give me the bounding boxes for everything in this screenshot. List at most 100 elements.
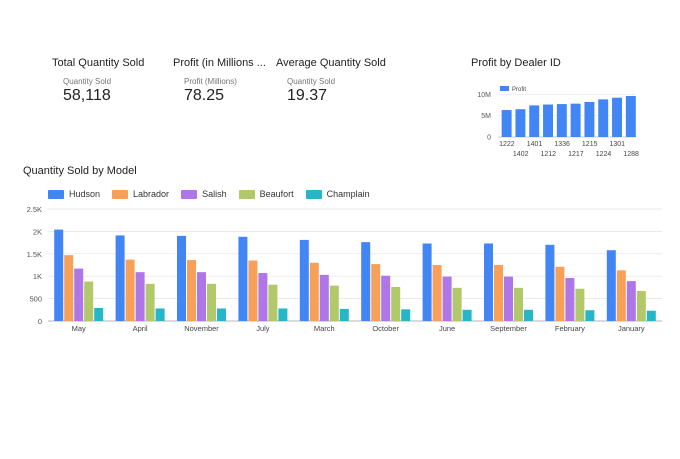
bar [299, 239, 309, 321]
x-tick-label: January [618, 324, 645, 333]
kpi-profit: Profit (in Millions ... Profit (Millions… [173, 57, 266, 105]
bar [555, 266, 565, 321]
kpi-subtitle: Quantity Sold [63, 77, 112, 86]
profit-x-tick-label: 1224 [596, 151, 612, 158]
bar [339, 308, 349, 321]
kpi-value: 78.25 [184, 87, 225, 104]
bar [238, 236, 248, 321]
legend-label: Salish [202, 189, 227, 199]
bar [401, 309, 411, 321]
bar [391, 286, 401, 321]
x-tick-label: September [490, 324, 527, 333]
bar [636, 290, 646, 321]
profit-legend-swatch [500, 86, 509, 91]
bar [575, 288, 585, 321]
bar [135, 272, 145, 321]
legend-item: Salish [181, 189, 227, 199]
x-tick-label: April [133, 324, 148, 333]
profit-bar [556, 104, 567, 137]
quantity-chart-title: Quantity Sold by Model [23, 165, 137, 177]
bar [278, 308, 288, 321]
bar [381, 275, 391, 321]
profit-y-tick-label: 10M [477, 92, 491, 99]
legend-label: Hudson [69, 189, 101, 199]
x-tick-label: November [184, 324, 219, 333]
x-tick-label: May [72, 324, 86, 333]
bar [94, 308, 104, 321]
bar [514, 287, 523, 321]
y-tick-label: 2K [33, 227, 42, 236]
profit-bar [570, 103, 581, 137]
profit-bar [612, 97, 622, 137]
legend-label: Labrador [133, 189, 170, 199]
bar [494, 265, 503, 321]
legend-item: Beaufort [238, 189, 294, 199]
bar [422, 243, 432, 321]
profit-bar [584, 101, 595, 137]
profit-bar [543, 104, 553, 137]
bar [197, 272, 206, 321]
y-tick-label: 0 [38, 317, 42, 326]
bar [248, 260, 258, 321]
bar [207, 283, 216, 321]
profit-bar [529, 105, 540, 137]
profit-x-tick-label: 1215 [582, 141, 598, 148]
bar [268, 284, 278, 321]
kpi-value: 58,118 [63, 87, 111, 104]
x-tick-label: February [555, 324, 585, 333]
profit-bar [501, 110, 512, 137]
bar [125, 259, 135, 321]
profit-chart: Profit 0 5M 10M 1222 1402 1401 1212 1336 1217 12… [477, 86, 639, 158]
bar [504, 276, 513, 321]
bar [361, 242, 371, 321]
kpi-total-quantity: Total Quantity Sold Quantity Sold 58,118 [52, 57, 144, 105]
profit-y-tick-label: 0 [487, 135, 491, 142]
profit-x-tick-label: 1288 [623, 151, 639, 158]
bar [115, 235, 125, 321]
kpi-subtitle: Quantity Sold [287, 77, 336, 86]
kpi-title: Total Quantity Sold [52, 57, 145, 69]
kpi-title: Average Quantity Sold [276, 57, 386, 69]
bar [64, 255, 74, 321]
kpi-average-quantity: Average Quantity Sold Quantity Sold 19.3… [276, 57, 386, 105]
bar [155, 308, 165, 321]
legend-swatch [305, 189, 322, 199]
profit-x-tick-label: 1401 [527, 141, 543, 148]
bar [484, 243, 493, 321]
bar [177, 235, 186, 321]
x-tick-label: March [314, 324, 335, 333]
bar [309, 262, 319, 321]
profit-y-tick-label: 5M [481, 113, 491, 120]
legend-item: Labrador [112, 189, 169, 199]
bar [145, 283, 155, 321]
legend-item: Hudson [48, 189, 100, 199]
bar [329, 285, 339, 321]
y-tick-label: 1K [33, 272, 42, 281]
bar [626, 281, 636, 321]
bar [524, 309, 533, 321]
quantity-chart-legend: Hudson Labrador Salish Beaufort Champlain [48, 189, 382, 199]
bar [187, 260, 196, 321]
x-tick-label: July [256, 324, 270, 333]
profit-x-tick-label: 1301 [610, 141, 626, 148]
bar [462, 309, 472, 321]
x-tick-label: October [372, 324, 399, 333]
profit-x-tick-label: 1402 [513, 151, 529, 158]
bar [606, 250, 616, 321]
legend-swatch [48, 189, 64, 199]
legend-swatch [112, 189, 129, 199]
bar [217, 308, 226, 321]
bar [319, 274, 329, 321]
bar [258, 273, 268, 321]
bar [371, 264, 381, 321]
bar [74, 268, 84, 321]
profit-legend-label: Profit [512, 87, 526, 93]
profit-bar [515, 109, 526, 137]
kpi-subtitle: Profit (Millions) [184, 77, 237, 86]
bar [565, 277, 575, 321]
legend-swatch [181, 189, 198, 199]
bar [432, 265, 442, 321]
y-tick-label: 500 [29, 295, 42, 304]
bar [54, 229, 64, 321]
kpi-value: 19.37 [287, 87, 328, 104]
